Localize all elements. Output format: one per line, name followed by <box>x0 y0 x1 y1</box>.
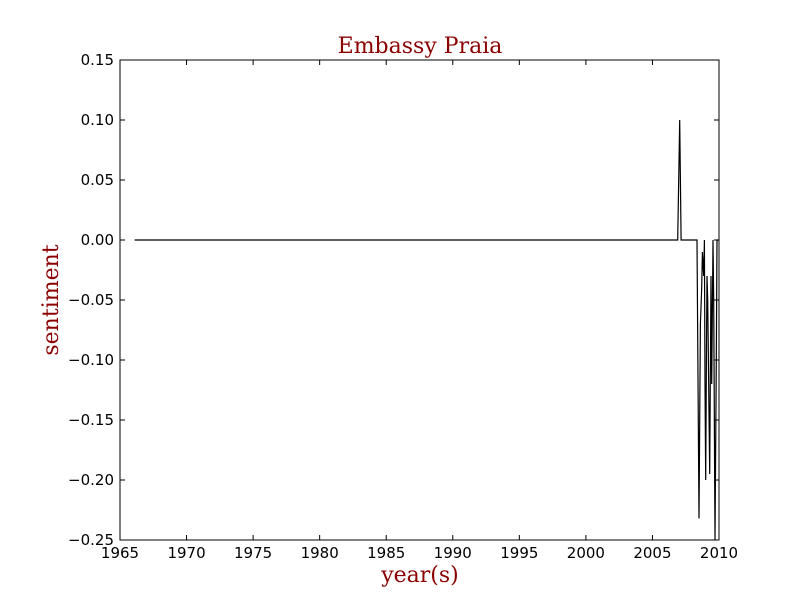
y-tick-label: 0.05 <box>81 171 114 189</box>
chart-title: Embassy Praia <box>338 34 503 59</box>
y-tick-label: 0.00 <box>81 231 114 249</box>
plot-area <box>134 119 719 541</box>
y-tick-label: 0.15 <box>81 51 114 69</box>
y-tick-label: −0.15 <box>68 411 114 429</box>
plot-frame <box>119 59 720 541</box>
x-tick-label: 1970 <box>167 544 205 562</box>
y-tick-label: −0.20 <box>68 471 114 489</box>
y-tick-label: 0.10 <box>81 111 114 129</box>
axis-ticks: 1965 1970 1975 1980 1985 1990 1995 2000 2005 2010… <box>68 51 738 562</box>
x-tick-label: 1995 <box>500 544 538 562</box>
y-tick-label: −0.05 <box>68 291 114 309</box>
x-tick-label: 1975 <box>234 544 272 562</box>
x-tick-label: 1965 <box>101 544 139 562</box>
x-tick-label: 2000 <box>567 544 605 562</box>
y-tick-label: −0.25 <box>68 531 114 549</box>
x-tick-label: 1980 <box>301 544 339 562</box>
x-axis-title: year(s) <box>380 563 459 588</box>
x-tick-label: 1990 <box>434 544 472 562</box>
series-line <box>134 119 719 541</box>
y-tick-label: −0.10 <box>68 351 114 369</box>
y-axis-title: sentiment <box>39 244 64 355</box>
x-tick-label: 2005 <box>633 544 671 562</box>
x-tick-label: 1985 <box>367 544 405 562</box>
x-tick-label: 2010 <box>700 544 738 562</box>
